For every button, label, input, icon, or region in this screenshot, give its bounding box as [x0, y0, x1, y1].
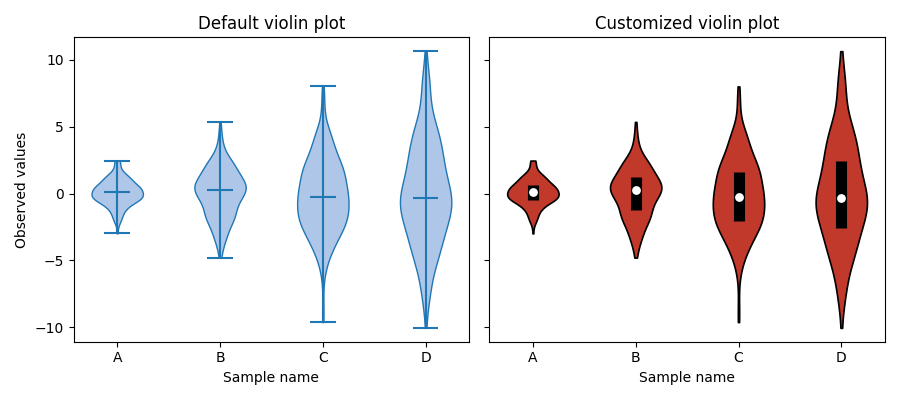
- Title: Customized violin plot: Customized violin plot: [595, 15, 779, 33]
- X-axis label: Sample name: Sample name: [639, 371, 735, 385]
- Title: Default violin plot: Default violin plot: [198, 15, 345, 33]
- Point: [628, 187, 643, 194]
- Point: [732, 194, 746, 200]
- Point: [834, 195, 849, 201]
- Point: [526, 189, 540, 196]
- Y-axis label: Observed values: Observed values: [15, 132, 29, 248]
- X-axis label: Sample name: Sample name: [223, 371, 320, 385]
